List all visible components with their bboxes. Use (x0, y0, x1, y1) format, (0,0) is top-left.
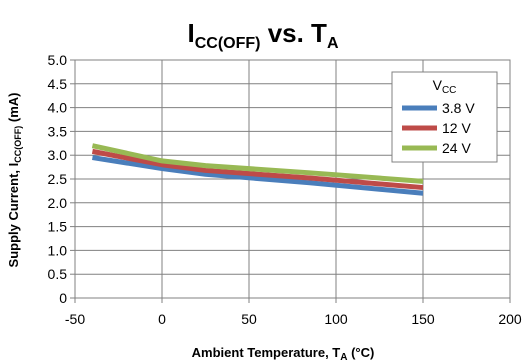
y-tick-label: 4.0 (48, 100, 68, 116)
x-tick-label: 100 (324, 311, 348, 327)
y-axis-label-sub: CC(OFF) (13, 126, 23, 163)
x-axis-label-tail: (°C) (347, 345, 374, 360)
y-tick-label: 0 (59, 290, 67, 306)
chart-title-sub: CC(OFF) (195, 35, 261, 52)
x-tick-label: 200 (498, 311, 522, 327)
chart-title-sub2: A (327, 35, 339, 52)
y-tick-label: 2.0 (48, 195, 68, 211)
series (91, 143, 424, 196)
x-tick-label: 150 (411, 311, 435, 327)
y-tick-label: 3.0 (48, 147, 68, 163)
x-tick-label: -50 (65, 311, 85, 327)
legend-label: 24 V (442, 140, 471, 156)
x-tick-label: 50 (241, 311, 257, 327)
series-line (91, 148, 424, 191)
x-tick-labels: -50 0 50 100 150 200 (65, 311, 522, 327)
x-axis-label-sub: A (340, 352, 347, 363)
y-tick-label: 3.5 (48, 123, 68, 139)
chart-title-mid: vs. T (260, 18, 327, 48)
legend-title-main: V (433, 77, 443, 93)
y-tick-label: 1.5 (48, 219, 68, 235)
y-tick-label: 1.0 (48, 242, 68, 258)
y-tick-labels: 0 0.5 1.0 1.5 2.0 2.5 3.0 3.5 4.0 4.5 5.0 (48, 52, 68, 306)
y-axis-label: Supply Current, ICC(OFF) (mA) (6, 93, 23, 268)
y-tick-label: 5.0 (48, 52, 68, 68)
series-line (91, 143, 424, 184)
y-axis-label-tail: (mA) (6, 93, 21, 126)
y-axis-label-main: Supply Current, I (6, 163, 21, 268)
legend-title: VCC (433, 77, 457, 96)
x-axis-label-main: Ambient Temperature, T (192, 345, 341, 360)
chart-title-main: I (187, 18, 194, 48)
series-line (92, 155, 424, 196)
legend-label: 3.8 V (442, 100, 475, 116)
chart-title: ICC(OFF) vs. TA (187, 18, 338, 52)
legend-items: 3.8 V 12 V 24 V (402, 100, 475, 156)
x-axis-label: Ambient Temperature, TA (°C) (192, 345, 375, 363)
legend: VCC 3.8 V 12 V 24 V (391, 71, 498, 163)
x-tick-label: 0 (158, 311, 166, 327)
legend-label: 12 V (442, 120, 471, 136)
y-tick-label: 4.5 (48, 76, 68, 92)
ticks (70, 59, 511, 303)
legend-title-sub: CC (442, 85, 456, 96)
y-tick-label: 2.5 (48, 171, 68, 187)
y-tick-label: 0.5 (48, 266, 68, 282)
